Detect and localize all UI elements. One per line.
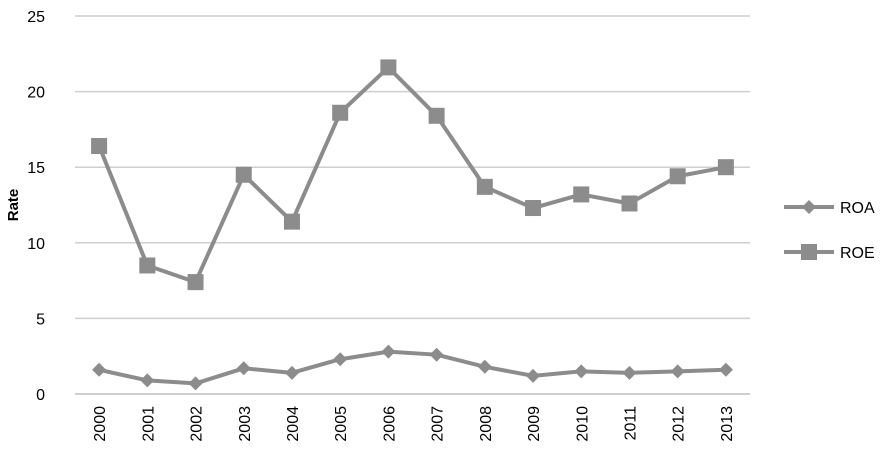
roe-point: [573, 186, 590, 203]
x-tick-label: 2001: [140, 406, 157, 442]
roa-point: [429, 347, 444, 362]
series-roe: [91, 59, 734, 291]
y-tick-label: 25: [27, 9, 45, 26]
legend: ROA ROE: [784, 200, 875, 262]
roa-point: [381, 344, 396, 359]
roa-point: [188, 376, 203, 391]
x-tick-label: 2005: [333, 406, 350, 442]
roe-point: [525, 200, 542, 217]
y-tick-label: 15: [27, 160, 45, 177]
x-tick-label: 2008: [478, 406, 495, 442]
legend-item-roe: ROE: [784, 244, 875, 262]
roe-point: [283, 213, 300, 230]
series-layer: [91, 59, 734, 391]
roa-point: [333, 352, 348, 367]
legend-label-roa: ROA: [840, 200, 875, 217]
series-line-roe: [97, 65, 727, 285]
x-tick-labels: 2000 2001 2002 2003 2004 2005 2006 2007 2008 2009…: [92, 406, 736, 442]
roa-point: [526, 368, 541, 383]
roe-point: [332, 104, 349, 121]
roa-point: [92, 362, 107, 377]
roe-point: [717, 159, 734, 176]
y-tick-labels: 0 5 10 15 20 25: [27, 9, 45, 404]
legend-item-roa: ROA: [784, 200, 875, 217]
roa-point: [477, 359, 492, 374]
roa-point: [670, 364, 685, 379]
y-tick-label: 5: [36, 311, 45, 328]
roe-point: [187, 274, 204, 291]
roa-point: [574, 364, 589, 379]
x-tick-label: 2002: [189, 406, 206, 442]
roa-point: [622, 365, 637, 380]
roe-point: [235, 166, 252, 183]
x-tick-label: 2004: [285, 406, 302, 442]
roe-point: [428, 107, 445, 124]
x-tick-label: 2010: [574, 406, 591, 442]
x-tick-label: 2012: [671, 406, 688, 442]
x-tick-label: 2006: [381, 406, 398, 442]
roa-point: [284, 365, 299, 380]
series-roa: [92, 344, 733, 391]
roe-point: [621, 195, 638, 212]
roe-point: [669, 168, 686, 185]
y-tick-label: 20: [27, 85, 45, 102]
y-tick-label: 10: [27, 236, 45, 253]
x-tick-label: 2007: [430, 406, 447, 442]
legend-marker-roe: [801, 244, 817, 260]
roe-point: [139, 257, 156, 274]
x-tick-label: 2011: [622, 406, 639, 441]
y-tick-label: 0: [36, 387, 45, 404]
roa-point: [718, 362, 733, 377]
roe-point: [476, 178, 493, 195]
series-line-roa: [98, 349, 726, 386]
y-axis-title: Rate: [5, 189, 22, 222]
roa-point: [236, 361, 251, 376]
x-tick-label: 2000: [92, 406, 109, 442]
legend-marker-roa: [802, 200, 816, 214]
x-tick-label: 2003: [237, 406, 254, 442]
x-tick-label: 2013: [719, 406, 736, 442]
x-tick-label: 2009: [526, 406, 543, 442]
roa-point: [140, 373, 155, 388]
gridlines: [75, 15, 750, 320]
roe-point: [91, 138, 108, 155]
roe-point: [380, 59, 397, 76]
legend-label-roe: ROE: [840, 245, 875, 262]
